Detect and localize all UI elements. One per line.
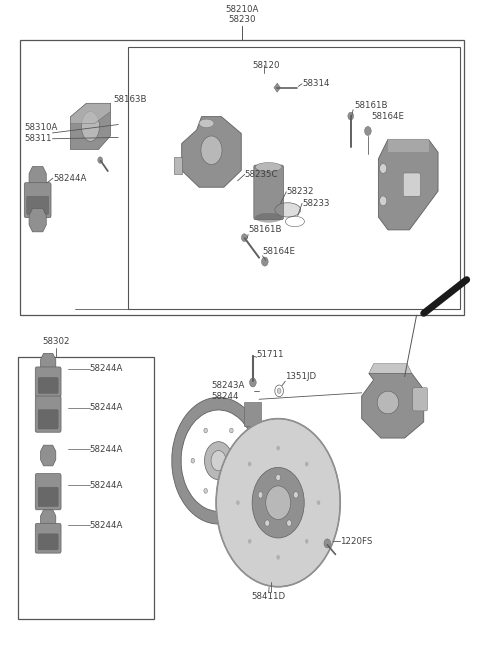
Text: 1220FS: 1220FS	[340, 537, 372, 546]
Polygon shape	[40, 354, 56, 374]
Ellipse shape	[199, 119, 214, 127]
Text: 58161B: 58161B	[248, 226, 282, 234]
Bar	[18, 358, 154, 619]
Circle shape	[266, 486, 290, 520]
Ellipse shape	[275, 203, 300, 217]
Text: 58161B: 58161B	[355, 100, 388, 110]
Polygon shape	[237, 499, 253, 519]
Circle shape	[364, 127, 371, 136]
Circle shape	[276, 446, 280, 450]
Text: 51711: 51711	[257, 350, 284, 359]
Polygon shape	[182, 117, 241, 187]
Circle shape	[348, 112, 354, 120]
FancyBboxPatch shape	[27, 196, 48, 215]
Ellipse shape	[377, 391, 399, 414]
Circle shape	[265, 520, 270, 526]
Bar	[128, 47, 459, 309]
Text: 58233: 58233	[302, 199, 330, 208]
Polygon shape	[388, 139, 429, 152]
Text: 58244A: 58244A	[90, 403, 123, 412]
FancyBboxPatch shape	[35, 474, 61, 510]
FancyBboxPatch shape	[38, 487, 58, 506]
Text: 58164E: 58164E	[371, 112, 404, 121]
FancyBboxPatch shape	[38, 534, 58, 550]
Circle shape	[294, 492, 298, 498]
Circle shape	[211, 451, 226, 471]
Circle shape	[216, 419, 340, 586]
FancyBboxPatch shape	[35, 396, 61, 432]
Circle shape	[276, 555, 280, 560]
Circle shape	[236, 501, 240, 505]
Circle shape	[252, 467, 304, 538]
FancyBboxPatch shape	[413, 388, 428, 411]
Circle shape	[305, 539, 308, 543]
Text: 58314: 58314	[302, 79, 330, 89]
Polygon shape	[40, 510, 56, 531]
Circle shape	[276, 474, 280, 481]
Ellipse shape	[82, 112, 99, 141]
Wedge shape	[172, 398, 264, 524]
Circle shape	[277, 388, 281, 394]
Circle shape	[380, 196, 387, 205]
Circle shape	[98, 157, 103, 163]
Text: 58210A
58230: 58210A 58230	[226, 5, 259, 24]
Text: 58244A: 58244A	[53, 174, 86, 182]
Circle shape	[262, 257, 268, 266]
Circle shape	[380, 163, 387, 173]
Circle shape	[241, 234, 247, 241]
Circle shape	[317, 501, 320, 505]
Circle shape	[324, 539, 331, 548]
Circle shape	[204, 489, 207, 493]
Text: 58244A: 58244A	[90, 445, 123, 453]
FancyBboxPatch shape	[35, 367, 61, 397]
Polygon shape	[71, 103, 110, 150]
FancyBboxPatch shape	[254, 165, 283, 220]
Polygon shape	[369, 363, 412, 373]
Circle shape	[229, 428, 233, 433]
Text: 58235C: 58235C	[245, 170, 278, 179]
Polygon shape	[29, 209, 46, 232]
Polygon shape	[244, 402, 261, 426]
Text: 58163B: 58163B	[114, 96, 147, 104]
Polygon shape	[362, 373, 424, 438]
Text: 58164E: 58164E	[263, 247, 295, 256]
Text: 58244A: 58244A	[90, 364, 123, 373]
Polygon shape	[29, 167, 46, 190]
Text: 58244A: 58244A	[90, 481, 123, 490]
FancyBboxPatch shape	[24, 183, 51, 218]
Circle shape	[250, 378, 256, 387]
Circle shape	[191, 459, 194, 463]
Text: 58232: 58232	[286, 187, 314, 196]
Ellipse shape	[255, 213, 282, 222]
Circle shape	[258, 492, 263, 498]
Ellipse shape	[201, 136, 222, 165]
Circle shape	[305, 462, 308, 466]
FancyBboxPatch shape	[38, 409, 58, 429]
FancyBboxPatch shape	[38, 377, 58, 394]
Circle shape	[248, 462, 251, 466]
Polygon shape	[40, 445, 56, 466]
Circle shape	[248, 539, 251, 543]
Polygon shape	[174, 157, 182, 174]
Polygon shape	[274, 83, 281, 92]
FancyBboxPatch shape	[35, 523, 61, 553]
FancyBboxPatch shape	[403, 173, 420, 196]
Circle shape	[204, 428, 207, 433]
Bar	[21, 41, 464, 316]
Ellipse shape	[255, 163, 282, 172]
Text: 58411D: 58411D	[252, 592, 286, 601]
Polygon shape	[71, 103, 110, 124]
Circle shape	[287, 520, 291, 526]
Text: 58302: 58302	[43, 337, 70, 346]
Text: 58244A: 58244A	[90, 521, 123, 530]
Text: 58120: 58120	[252, 60, 280, 70]
Circle shape	[204, 441, 232, 480]
Text: 1351JD: 1351JD	[285, 372, 316, 381]
Text: 58310A
58311: 58310A 58311	[24, 123, 58, 142]
Text: 58243A
58244: 58243A 58244	[211, 381, 245, 401]
Polygon shape	[378, 139, 438, 230]
